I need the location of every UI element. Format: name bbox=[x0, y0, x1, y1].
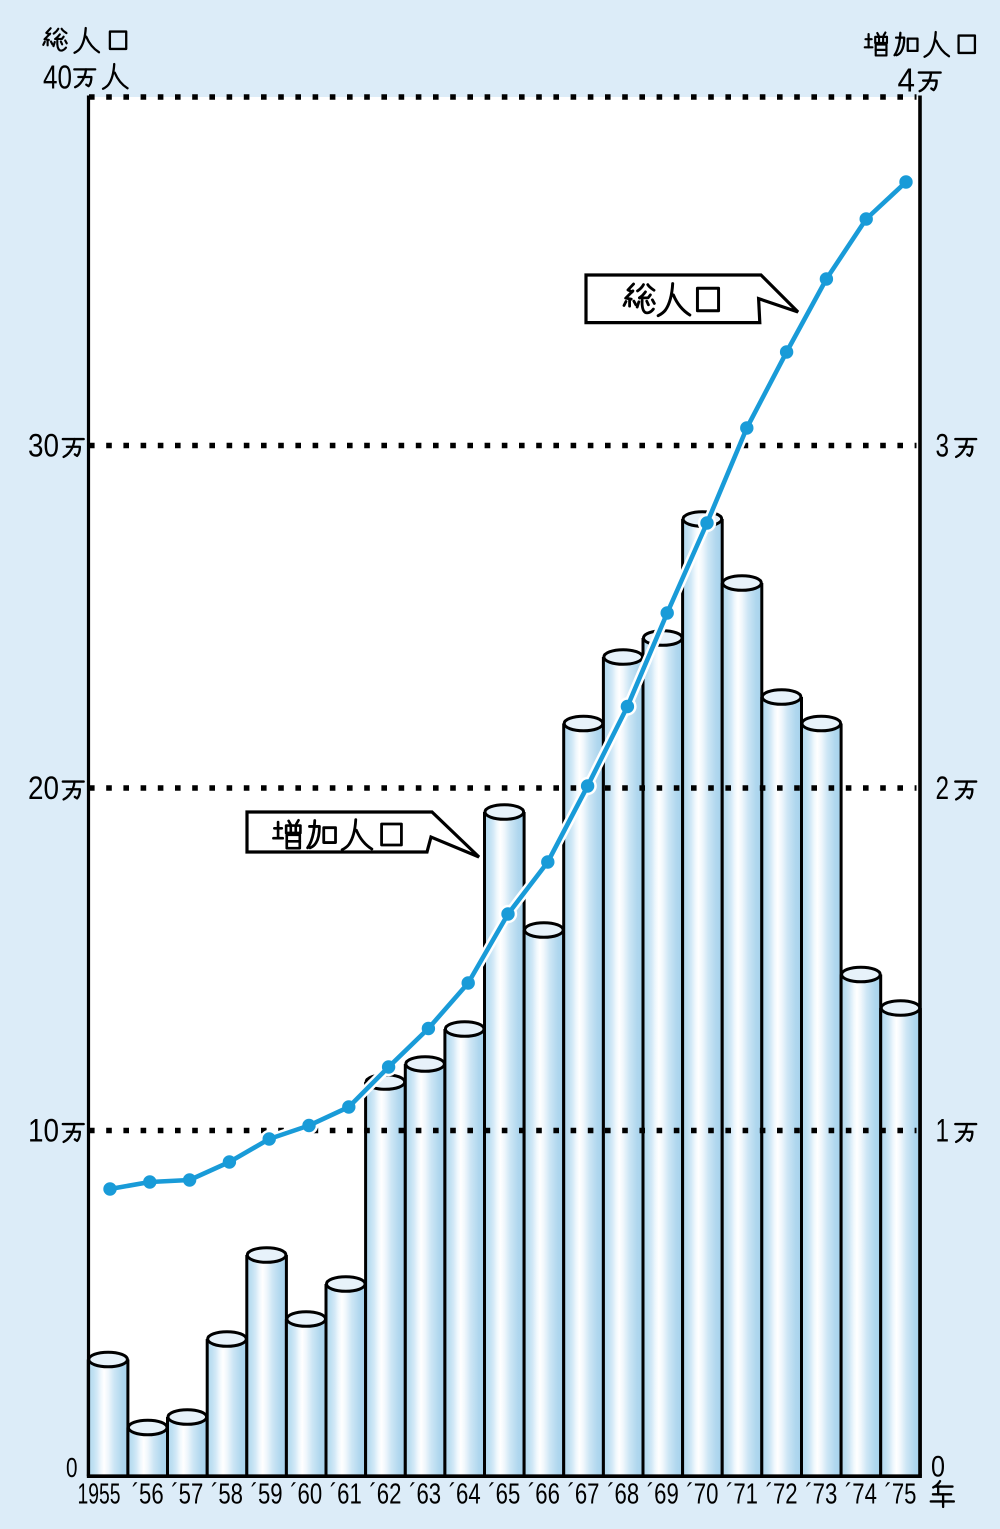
svg-text:´56: ´56 bbox=[132, 1479, 164, 1511]
svg-text:´68: ´68 bbox=[607, 1479, 639, 1511]
svg-text:´70: ´70 bbox=[686, 1479, 718, 1511]
svg-text:´60: ´60 bbox=[290, 1479, 322, 1511]
svg-text:10: 10 bbox=[28, 1112, 59, 1148]
svg-text:2: 2 bbox=[936, 770, 950, 806]
svg-text:4: 4 bbox=[898, 63, 916, 100]
svg-text:1955: 1955 bbox=[78, 1479, 121, 1511]
svg-text:20: 20 bbox=[28, 770, 59, 806]
svg-text:´74: ´74 bbox=[845, 1479, 877, 1511]
svg-text:´75: ´75 bbox=[885, 1479, 917, 1511]
svg-text:0: 0 bbox=[66, 1452, 78, 1483]
svg-text:´58: ´58 bbox=[211, 1479, 243, 1511]
svg-text:´61: ´61 bbox=[330, 1479, 362, 1511]
svg-text:´65: ´65 bbox=[488, 1479, 520, 1511]
svg-text:40: 40 bbox=[43, 59, 72, 96]
svg-text:´62: ´62 bbox=[369, 1479, 401, 1511]
svg-text:´59: ´59 bbox=[251, 1479, 283, 1511]
svg-text:´64: ´64 bbox=[449, 1479, 481, 1511]
svg-text:´71: ´71 bbox=[726, 1479, 758, 1511]
svg-text:´67: ´67 bbox=[568, 1479, 600, 1511]
svg-text:´63: ´63 bbox=[409, 1479, 441, 1511]
svg-text:´66: ´66 bbox=[528, 1479, 560, 1511]
svg-text:´72: ´72 bbox=[766, 1479, 798, 1511]
svg-text:30: 30 bbox=[28, 427, 59, 463]
svg-text:1: 1 bbox=[936, 1112, 950, 1148]
svg-text:´57: ´57 bbox=[171, 1479, 203, 1511]
svg-text:0: 0 bbox=[931, 1451, 945, 1484]
svg-text:´69: ´69 bbox=[647, 1479, 679, 1511]
svg-text:3: 3 bbox=[936, 427, 950, 463]
svg-text:´73: ´73 bbox=[805, 1479, 837, 1511]
